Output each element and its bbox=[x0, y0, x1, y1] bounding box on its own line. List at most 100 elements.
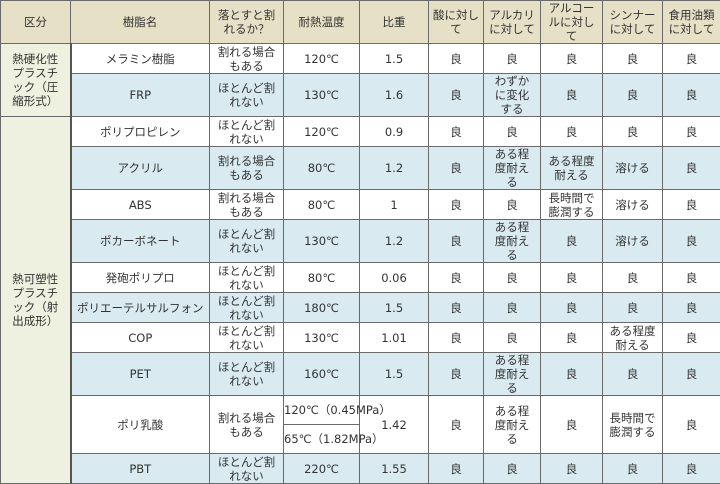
table-cell: 80℃ bbox=[284, 263, 360, 293]
table-cell: 良 bbox=[484, 117, 541, 147]
table-cell: 130℃ bbox=[284, 220, 360, 263]
table-cell: 良 bbox=[663, 353, 720, 396]
table-cell: 120℃（0.45MPa） bbox=[284, 396, 360, 425]
header-row: 区分樹脂名落とすと割れるか？耐熱温度比重酸に対してアルカリに対してアルコールに対… bbox=[1, 1, 720, 44]
column-header: 区分 bbox=[1, 1, 71, 44]
table-cell: 良 bbox=[603, 44, 663, 74]
table-cell: 良 bbox=[663, 74, 720, 117]
table-cell: 良 bbox=[484, 323, 541, 353]
table-cell: ほとんど割れない bbox=[210, 117, 284, 147]
table-cell: ポリプロピレン bbox=[71, 117, 210, 147]
table-cell: 良 bbox=[429, 190, 484, 220]
table-cell: ポカーボネート bbox=[71, 220, 210, 263]
table-cell: 120℃ bbox=[284, 44, 360, 74]
table-cell: 良 bbox=[603, 454, 663, 484]
table-cell: 良 bbox=[429, 396, 484, 454]
table-cell: 良 bbox=[663, 117, 720, 147]
table-cell: 0.9 bbox=[360, 117, 429, 147]
table-cell: 良 bbox=[484, 44, 541, 74]
table-cell: 良 bbox=[541, 396, 603, 454]
table-cell: 割れる場合もある bbox=[210, 396, 284, 454]
table-cell: 良 bbox=[541, 323, 603, 353]
table-cell: 良 bbox=[541, 454, 603, 484]
table-cell: 1.5 bbox=[360, 353, 429, 396]
table-cell: 130℃ bbox=[284, 74, 360, 117]
table-cell: ほとんど割れない bbox=[210, 454, 284, 484]
table-cell: 良 bbox=[541, 44, 603, 74]
table-cell: 0.06 bbox=[360, 263, 429, 293]
column-header: 酸に対して bbox=[429, 1, 484, 44]
table-cell: PET bbox=[71, 353, 210, 396]
table-cell: 良 bbox=[429, 220, 484, 263]
table-cell: ほとんど割れない bbox=[210, 323, 284, 353]
table-cell: 良 bbox=[484, 293, 541, 323]
table-cell: 良 bbox=[663, 323, 720, 353]
column-header: シンナーに対して bbox=[603, 1, 663, 44]
table-cell: 1.2 bbox=[360, 147, 429, 190]
table-cell: 良 bbox=[603, 293, 663, 323]
column-header: 樹脂名 bbox=[71, 1, 210, 44]
table-cell: ABS bbox=[71, 190, 210, 220]
table-cell: ある程度耐える bbox=[484, 220, 541, 263]
table-cell: 良 bbox=[429, 74, 484, 117]
table-cell: ほとんど割れない bbox=[210, 353, 284, 396]
table-cell: 良 bbox=[484, 454, 541, 484]
column-header: 比重 bbox=[360, 1, 429, 44]
table-cell: 80℃ bbox=[284, 190, 360, 220]
table-cell: 良 bbox=[663, 44, 720, 74]
column-header: 耐熱温度 bbox=[284, 1, 360, 44]
table-cell: 割れる場合もある bbox=[210, 147, 284, 190]
column-header: アルコールに対して bbox=[541, 1, 603, 44]
column-header: 食用油類に対して bbox=[663, 1, 720, 44]
table-cell: COP bbox=[71, 323, 210, 353]
table-cell: ある程度耐える bbox=[541, 147, 603, 190]
table-cell: 発砲ポリプロ bbox=[71, 263, 210, 293]
table-cell: 良 bbox=[541, 220, 603, 263]
table-cell: 良 bbox=[484, 263, 541, 293]
table-cell: ある程度耐える bbox=[603, 323, 663, 353]
table-cell: 良 bbox=[603, 74, 663, 117]
table-cell: 良 bbox=[663, 263, 720, 293]
table-cell: ポリエーテルサルフォン bbox=[71, 293, 210, 323]
table-cell: 良 bbox=[541, 293, 603, 323]
table-cell: 良 bbox=[429, 44, 484, 74]
table-cell: 良 bbox=[663, 190, 720, 220]
table-cell: 良 bbox=[663, 147, 720, 190]
column-header: アルカリに対して bbox=[484, 1, 541, 44]
table-cell: 良 bbox=[429, 353, 484, 396]
table-cell: 割れる場合もある bbox=[210, 190, 284, 220]
table-cell: 溶ける bbox=[603, 190, 663, 220]
table-cell: 溶ける bbox=[603, 147, 663, 190]
table-cell: 良 bbox=[603, 263, 663, 293]
table-cell: 良 bbox=[541, 353, 603, 396]
category-cell: 熱硬化性プラスチック（圧縮形式） bbox=[1, 44, 71, 117]
table-cell: 1.2 bbox=[360, 220, 429, 263]
table-cell: 長時間で膨潤する bbox=[541, 190, 603, 220]
table-cell: 良 bbox=[429, 293, 484, 323]
table-cell: ある程度耐える bbox=[484, 396, 541, 454]
table-cell: 220℃ bbox=[284, 454, 360, 484]
table-cell: 1.55 bbox=[360, 454, 429, 484]
table-cell: ポリ乳酸 bbox=[71, 396, 210, 454]
table-cell: ある程度耐える bbox=[484, 147, 541, 190]
table-cell: 良 bbox=[603, 353, 663, 396]
table-cell: 良 bbox=[663, 454, 720, 484]
table-cell: 良 bbox=[429, 263, 484, 293]
table-cell: 1.5 bbox=[360, 44, 429, 74]
table-cell: 良 bbox=[663, 293, 720, 323]
table-cell: 180℃ bbox=[284, 293, 360, 323]
table-cell: 良 bbox=[663, 396, 720, 454]
table-cell: PBT bbox=[71, 454, 210, 484]
table-cell: 良 bbox=[429, 323, 484, 353]
table-cell: 1 bbox=[360, 190, 429, 220]
table-cell: 良 bbox=[484, 190, 541, 220]
table-cell: 1.01 bbox=[360, 323, 429, 353]
